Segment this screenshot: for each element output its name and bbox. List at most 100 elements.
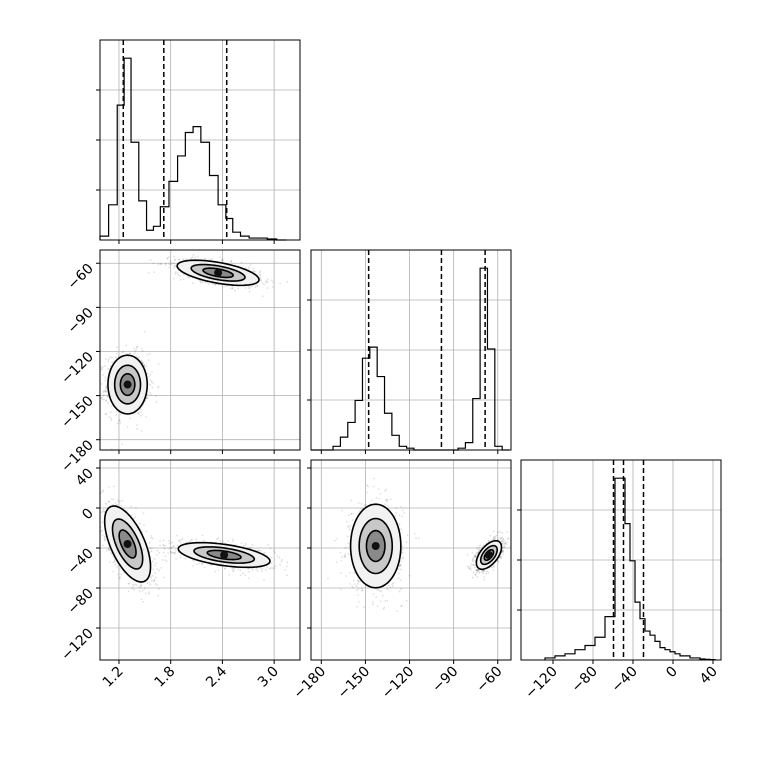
scatter-point (230, 260, 233, 263)
scatter-point (266, 287, 269, 290)
scatter-point (229, 260, 232, 263)
scatter-point (145, 530, 148, 533)
scatter-point (418, 537, 420, 540)
scatter-point (141, 589, 144, 592)
scatter-point (229, 287, 232, 290)
scatter-point (397, 568, 400, 571)
scatter-point (156, 549, 159, 552)
scatter-point (248, 570, 251, 573)
scatter-point (150, 550, 153, 553)
scatter-point (153, 580, 155, 583)
scatter-point (155, 562, 157, 564)
scatter-point (375, 496, 378, 499)
scatter-point (400, 528, 403, 531)
scatter-point (350, 499, 353, 502)
scatter-point (201, 281, 204, 284)
scatter-point (119, 500, 121, 503)
scatter-point (224, 567, 227, 570)
scatter-point (239, 569, 242, 572)
scatter-point (391, 583, 394, 586)
scatter-point (339, 572, 342, 575)
scatter-point (101, 529, 104, 532)
scatter-point (104, 538, 107, 541)
density-peak (214, 268, 223, 277)
scatter-point (470, 563, 473, 565)
scatter-point (376, 588, 379, 591)
scatter-point (398, 590, 401, 593)
scatter-point (219, 256, 221, 259)
scatter-point (206, 281, 209, 284)
scatter-point (139, 590, 142, 592)
scatter-point (201, 563, 203, 566)
scatter-point (192, 253, 195, 256)
scatter-point (232, 540, 234, 543)
scatter-point (192, 564, 195, 567)
scatter-point (211, 258, 213, 260)
scatter-point (151, 537, 154, 540)
scatter-point (146, 396, 148, 399)
scatter-point (400, 605, 402, 607)
scatter-point (113, 485, 115, 488)
scatter-point (493, 537, 495, 540)
scatter-point (466, 565, 469, 568)
scatter-point (196, 563, 198, 566)
scatter-point (415, 537, 417, 539)
scatter-point (232, 538, 235, 541)
scatter-point (168, 547, 171, 550)
scatter-point (492, 530, 495, 533)
scatter-point (398, 514, 401, 517)
scatter-point (176, 272, 179, 274)
scatter-point (381, 594, 384, 597)
scatter-point (361, 589, 364, 592)
scatter-point (232, 570, 234, 572)
scatter-point (210, 564, 213, 567)
scatter-point (493, 538, 496, 541)
scatter-point (163, 559, 166, 561)
scatter-point (204, 257, 207, 260)
scatter-point (157, 363, 160, 365)
scatter-point (222, 259, 224, 262)
scatter-point (161, 558, 164, 561)
scatter-point (107, 548, 110, 550)
scatter-point (101, 398, 104, 401)
scatter-point (153, 579, 156, 581)
scatter-point (173, 553, 176, 555)
scatter-point (476, 575, 479, 578)
scatter-point (259, 271, 261, 274)
scatter-point (170, 547, 173, 549)
scatter-point (119, 413, 122, 416)
scatter-point (174, 258, 176, 261)
scatter-point (378, 590, 381, 593)
scatter-point (220, 541, 223, 544)
scatter-point (471, 576, 474, 579)
scatter-point (361, 589, 364, 591)
scatter-point (192, 282, 194, 285)
scatter-point (179, 542, 182, 544)
scatter-point (117, 355, 120, 358)
scatter-point (174, 271, 177, 273)
scatter-point (391, 585, 394, 588)
scatter-point (366, 484, 369, 487)
scatter-point (263, 578, 265, 581)
scatter-point (145, 416, 148, 418)
scatter-point (401, 557, 404, 560)
scatter-point (347, 526, 350, 529)
scatter-point (503, 545, 506, 548)
scatter-point (115, 503, 118, 506)
scatter-point (111, 356, 113, 359)
scatter-point (259, 270, 262, 273)
scatter-point (156, 386, 159, 389)
scatter-point (172, 551, 175, 554)
scatter-point (475, 569, 478, 572)
density-peak (123, 540, 132, 548)
scatter-point (389, 586, 392, 589)
scatter-point (136, 412, 139, 414)
scatter-point (387, 584, 390, 587)
scatter-point (108, 561, 111, 563)
scatter-point (149, 259, 152, 261)
scatter-point (372, 603, 374, 606)
scatter-point (170, 546, 173, 549)
scatter-point (169, 550, 172, 553)
scatter-point (347, 514, 350, 516)
